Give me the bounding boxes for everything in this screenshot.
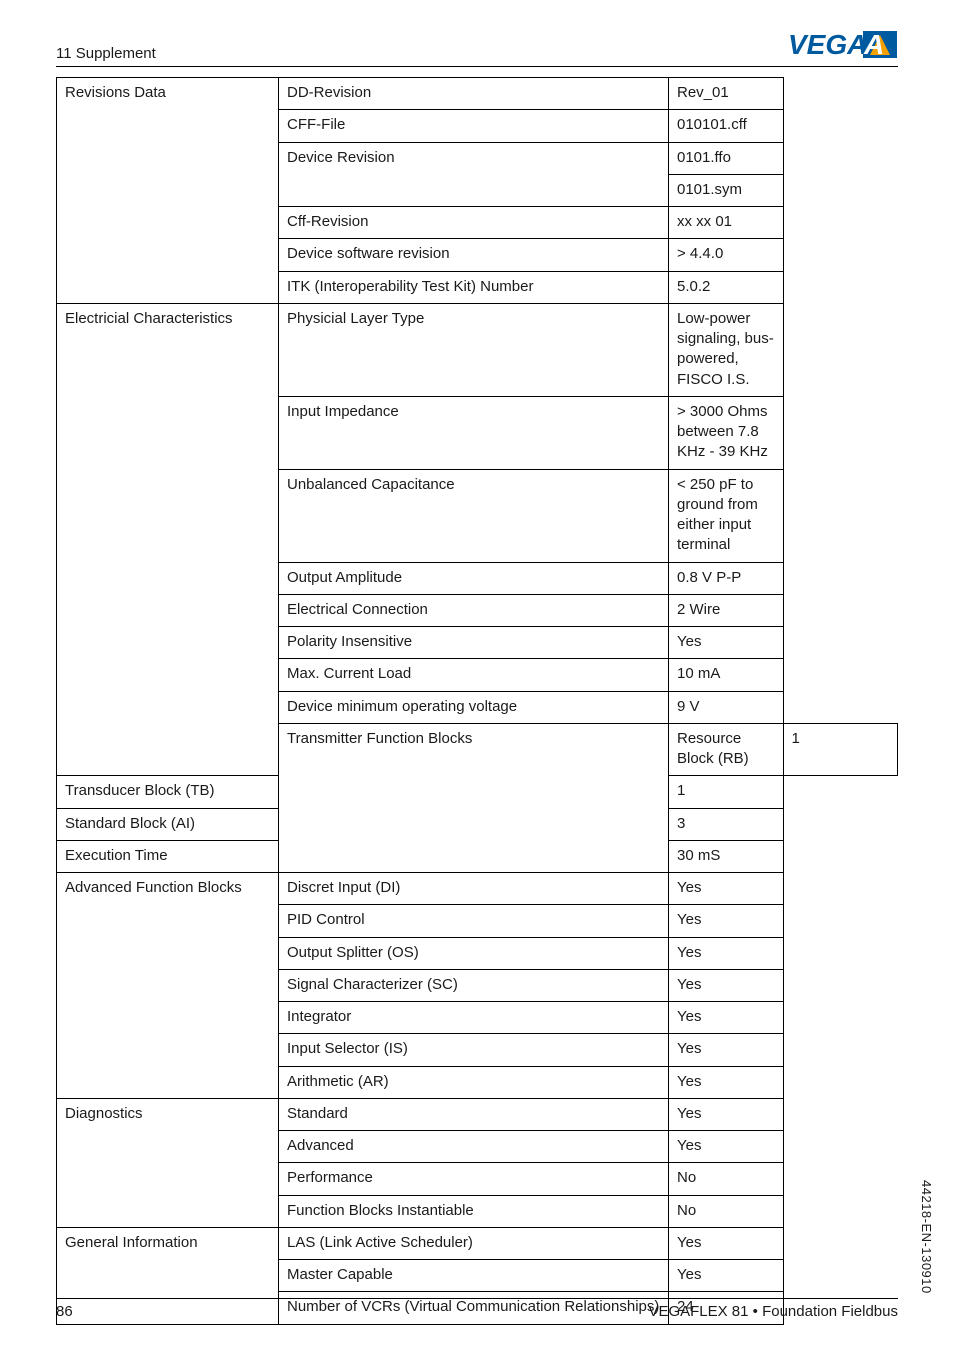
table-cell-value: 0.8 V P-P bbox=[669, 562, 784, 594]
table-cell-param: ITK (Interoperability Test Kit) Number bbox=[279, 271, 669, 303]
table-cell-value: Yes bbox=[669, 1098, 784, 1130]
vega-logo: VEGA A bbox=[788, 28, 898, 62]
logo-letter-a: A bbox=[863, 29, 884, 60]
table-cell-group: Transmitter Function Blocks bbox=[279, 723, 669, 872]
table-cell-param: Max. Current Load bbox=[279, 659, 669, 691]
table-cell-param: Signal Characterizer (SC) bbox=[279, 969, 669, 1001]
table-cell-value: Rev_01 bbox=[669, 78, 784, 110]
table-cell-value: Yes bbox=[669, 627, 784, 659]
table-cell-value: 1 bbox=[669, 776, 784, 808]
table-cell-value: Yes bbox=[669, 1002, 784, 1034]
table-cell-value: Yes bbox=[669, 873, 784, 905]
table-cell-param: Discret Input (DI) bbox=[279, 873, 669, 905]
table-cell-value: Yes bbox=[669, 937, 784, 969]
table-cell-value: xx xx 01 bbox=[669, 207, 784, 239]
table-cell-value: Yes bbox=[669, 1131, 784, 1163]
table-cell-param: Unbalanced Capacitance bbox=[279, 469, 669, 562]
table-cell-param: Standard bbox=[279, 1098, 669, 1130]
table-cell-value: No bbox=[669, 1163, 784, 1195]
table-cell-value: 2 Wire bbox=[669, 594, 784, 626]
table-cell-param: Advanced bbox=[279, 1131, 669, 1163]
table-cell-param: Input Selector (IS) bbox=[279, 1034, 669, 1066]
table-cell-param: Device Revision bbox=[279, 142, 669, 207]
specification-table: Revisions DataDD-RevisionRev_01CFF-File0… bbox=[56, 77, 898, 1325]
table-cell-value: 10 mA bbox=[669, 659, 784, 691]
table-cell-param: Execution Time bbox=[57, 840, 279, 872]
table-row: Advanced Function BlocksDiscret Input (D… bbox=[57, 873, 898, 905]
table-cell-value: < 250 pF to ground from either input ter… bbox=[669, 469, 784, 562]
table-cell-value: 0101.sym bbox=[669, 174, 784, 206]
table-cell-value: No bbox=[669, 1195, 784, 1227]
table-cell-param: Master Capable bbox=[279, 1260, 669, 1292]
table-cell-value: Low-power signaling, bus-powered, FISCO … bbox=[669, 303, 784, 396]
table-cell-param: Physicial Layer Type bbox=[279, 303, 669, 396]
table-cell-group: Electricial Characteristics bbox=[57, 303, 279, 776]
table-cell-value: Yes bbox=[669, 1034, 784, 1066]
table-cell-value: 30 mS bbox=[669, 840, 784, 872]
table-cell-value: Yes bbox=[669, 969, 784, 1001]
table-cell-value: 010101.cff bbox=[669, 110, 784, 142]
table-cell-param: CFF-File bbox=[279, 110, 669, 142]
table-cell-param: DD-Revision bbox=[279, 78, 669, 110]
table-cell-param: Performance bbox=[279, 1163, 669, 1195]
table-cell-param: Output Splitter (OS) bbox=[279, 937, 669, 969]
table-cell-param: Function Blocks Instantiable bbox=[279, 1195, 669, 1227]
table-cell-value: Yes bbox=[669, 1066, 784, 1098]
table-cell-value: > 3000 Ohms between 7.8 KHz - 39 KHz bbox=[669, 396, 784, 469]
table-row: General InformationLAS (Link Active Sche… bbox=[57, 1227, 898, 1259]
table-cell-param: PID Control bbox=[279, 905, 669, 937]
page-header: 11 Supplement VEGA A bbox=[56, 28, 898, 67]
table-cell-param: Device minimum operating voltage bbox=[279, 691, 669, 723]
table-cell-value: 0101.ffo bbox=[669, 142, 784, 174]
table-cell-param: Electrical Connection bbox=[279, 594, 669, 626]
table-cell-param: Polarity Insensitive bbox=[279, 627, 669, 659]
table-row: Electricial CharacteristicsPhysicial Lay… bbox=[57, 303, 898, 396]
page-number: 86 bbox=[56, 1303, 73, 1320]
section-title: 11 Supplement bbox=[56, 45, 156, 62]
table-cell-param: Cff-Revision bbox=[279, 207, 669, 239]
table-cell-group: Revisions Data bbox=[57, 78, 279, 304]
table-cell-value: 3 bbox=[669, 808, 784, 840]
table-cell-param: LAS (Link Active Scheduler) bbox=[279, 1227, 669, 1259]
table-cell-param: Input Impedance bbox=[279, 396, 669, 469]
table-cell-param: Standard Block (AI) bbox=[57, 808, 279, 840]
product-name: VEGAFLEX 81 • Foundation Fieldbus bbox=[648, 1303, 898, 1320]
logo-text: VEGA bbox=[788, 29, 867, 60]
table-cell-group: Diagnostics bbox=[57, 1098, 279, 1227]
table-cell-param: Arithmetic (AR) bbox=[279, 1066, 669, 1098]
table-cell-param: Output Amplitude bbox=[279, 562, 669, 594]
table-cell-param: Resource Block (RB) bbox=[669, 723, 784, 776]
document-id-label: 44218-EN-130910 bbox=[919, 1180, 934, 1294]
page-footer: 86 VEGAFLEX 81 • Foundation Fieldbus bbox=[56, 1298, 898, 1320]
table-cell-value: 1 bbox=[783, 723, 898, 776]
table-row: DiagnosticsStandardYes bbox=[57, 1098, 898, 1130]
table-cell-value: Yes bbox=[669, 905, 784, 937]
table-cell-group: Advanced Function Blocks bbox=[57, 873, 279, 1099]
table-cell-param: Device software revision bbox=[279, 239, 669, 271]
table-cell-value: 9 V bbox=[669, 691, 784, 723]
table-cell-value: > 4.4.0 bbox=[669, 239, 784, 271]
table-cell-param: Integrator bbox=[279, 1002, 669, 1034]
table-cell-value: Yes bbox=[669, 1260, 784, 1292]
table-cell-value: Yes bbox=[669, 1227, 784, 1259]
table-cell-param: Transducer Block (TB) bbox=[57, 776, 279, 808]
table-row: Revisions DataDD-RevisionRev_01 bbox=[57, 78, 898, 110]
table-cell-value: 5.0.2 bbox=[669, 271, 784, 303]
